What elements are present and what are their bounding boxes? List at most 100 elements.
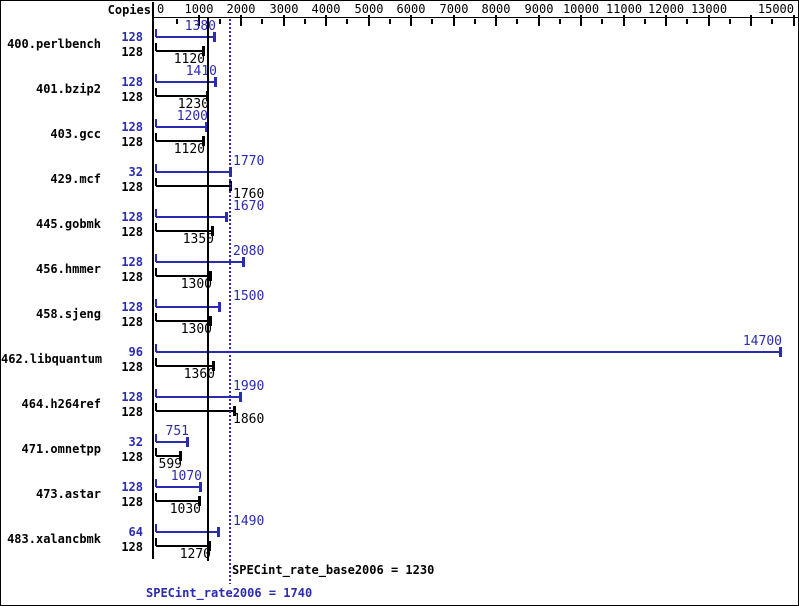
x-axis-minor-tick	[176, 19, 178, 24]
x-axis-major-tick	[283, 15, 285, 26]
x-axis-minor-tick	[474, 19, 476, 24]
base-bar-end-cap	[212, 361, 215, 371]
x-axis-major-tick	[750, 15, 752, 26]
benchmark-name: 401.bzip2	[35, 82, 101, 96]
base-value-label: 1860	[233, 412, 265, 427]
peak-bar	[156, 306, 220, 308]
peak-copies-value: 96	[128, 345, 143, 359]
base-bar-start-tick	[155, 313, 157, 321]
peak-copies-value: 128	[121, 255, 143, 269]
peak-copies-value: 128	[121, 390, 143, 404]
base-bar	[156, 95, 208, 97]
benchmark-name: 445.gobmk	[35, 217, 101, 231]
base-mean-caption: SPECint_rate_base2006 = 1230	[232, 563, 435, 577]
peak-copies-value: 128	[121, 30, 143, 44]
base-bar-end-cap	[233, 406, 236, 416]
peak-bar-start-tick	[155, 479, 157, 487]
peak-value-label: 1200	[176, 109, 208, 124]
peak-bar-start-tick	[155, 119, 157, 127]
x-axis-major-tick	[325, 15, 327, 26]
base-copies-value: 128	[121, 90, 143, 104]
x-axis-tick-label: 13000	[690, 2, 728, 16]
base-copies-value: 128	[121, 135, 143, 149]
base-copies-value: 128	[121, 495, 143, 509]
base-bar-start-tick	[155, 268, 157, 276]
benchmark-name: 471.omnetpp	[21, 442, 101, 456]
peak-bar-start-tick	[155, 299, 157, 307]
peak-bar-end-cap	[779, 347, 782, 357]
x-axis-tick-label: 4000	[311, 2, 341, 16]
base-bar-end-cap	[179, 451, 182, 461]
benchmark-name: 464.h264ref	[21, 397, 101, 411]
peak-bar	[156, 36, 215, 38]
peak-bar-end-cap	[213, 32, 216, 42]
peak-value-label: 1670	[233, 199, 265, 214]
x-axis-major-tick	[623, 15, 625, 26]
base-copies-value: 128	[121, 270, 143, 284]
peak-value-label: 751	[165, 424, 189, 439]
base-bar	[156, 230, 213, 232]
peak-bar	[156, 396, 241, 398]
base-bar-start-tick	[155, 403, 157, 411]
x-axis-minor-tick	[304, 19, 306, 24]
peak-bar	[156, 171, 231, 173]
base-copies-value: 128	[121, 405, 143, 419]
base-bar-end-cap	[202, 136, 205, 146]
x-axis-tick-label: 9000	[524, 2, 554, 16]
benchmark-name: 458.sjeng	[35, 307, 101, 321]
y-axis-line	[152, 2, 154, 559]
peak-value-label: 1500	[233, 289, 265, 304]
benchmark-name: 473.astar	[35, 487, 101, 501]
x-axis-major-tick	[240, 15, 242, 26]
base-copies-value: 128	[121, 45, 143, 59]
peak-bar-end-cap	[242, 257, 245, 267]
x-axis-tick-label: 8000	[481, 2, 511, 16]
benchmark-name: 403.gcc	[50, 127, 101, 141]
peak-bar-end-cap	[239, 392, 242, 402]
peak-mean-line-dotted	[229, 19, 231, 584]
base-bar-start-tick	[155, 538, 157, 546]
base-value-label: 1230	[177, 97, 209, 112]
x-axis-major-tick	[368, 15, 370, 26]
base-copies-value: 128	[121, 360, 143, 374]
peak-value-label: 1410	[185, 64, 217, 79]
peak-bar	[156, 81, 216, 83]
peak-bar	[156, 351, 781, 353]
peak-copies-value: 128	[121, 300, 143, 314]
base-value-label: 1760	[233, 187, 265, 202]
peak-copies-value: 64	[128, 525, 143, 539]
base-bar-end-cap	[198, 496, 201, 506]
x-axis-minor-tick	[431, 19, 433, 24]
base-copies-value: 128	[121, 225, 143, 239]
peak-bar	[156, 441, 188, 443]
x-axis-major-tick	[453, 15, 455, 26]
benchmark-name: 456.hmmer	[35, 262, 101, 276]
base-bar-start-tick	[155, 133, 157, 141]
base-value-label: 1120	[173, 142, 205, 157]
peak-bar	[156, 216, 227, 218]
peak-bar-end-cap	[186, 437, 189, 447]
peak-bar-end-cap	[214, 77, 217, 87]
base-bar-start-tick	[155, 493, 157, 501]
x-axis-tick-label: 5000	[354, 2, 384, 16]
base-bar-start-tick	[155, 448, 157, 456]
base-mean-line	[207, 18, 209, 561]
x-axis-tick-label: 6000	[396, 2, 426, 16]
peak-bar	[156, 126, 207, 128]
x-axis-minor-tick	[771, 19, 773, 24]
peak-bar	[156, 486, 201, 488]
x-axis-tick-label: 11000	[605, 2, 643, 16]
peak-bar-end-cap	[218, 302, 221, 312]
peak-value-label: 1070	[170, 469, 202, 484]
peak-value-label: 1490	[233, 514, 265, 529]
x-axis-minor-tick	[686, 19, 688, 24]
base-value-label: 1030	[169, 502, 201, 517]
peak-copies-value: 32	[128, 165, 143, 179]
x-axis-minor-tick	[729, 19, 731, 24]
peak-value-label: 2080	[233, 244, 265, 259]
base-bar-start-tick	[155, 178, 157, 186]
x-axis-tick-label: 2000	[226, 2, 256, 16]
base-bar	[156, 455, 181, 457]
base-bar	[156, 50, 204, 52]
